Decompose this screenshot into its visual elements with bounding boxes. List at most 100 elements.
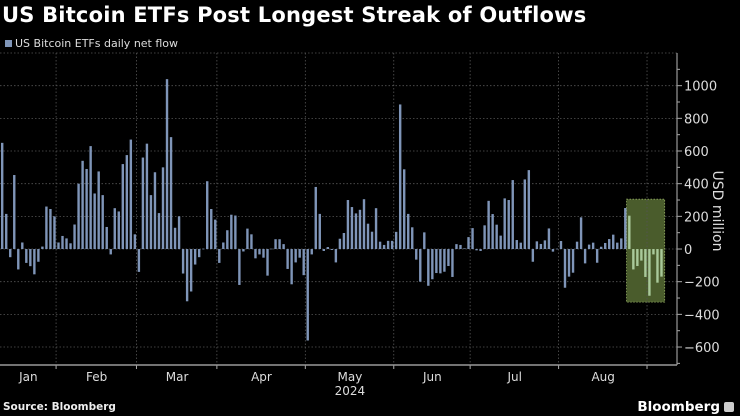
bar (652, 249, 655, 255)
bar (415, 249, 418, 260)
bar (61, 235, 64, 250)
bar (25, 249, 28, 263)
bar (274, 239, 277, 250)
bar (338, 238, 342, 250)
bar (266, 249, 269, 276)
bar (322, 249, 325, 251)
bar (543, 240, 547, 250)
bar (69, 243, 72, 250)
bar (5, 213, 8, 250)
bar (531, 249, 535, 262)
legend-label: US Bitcoin ETFs daily net flow (15, 37, 179, 50)
chart-title: US Bitcoin ETFs Post Longest Streak of O… (2, 3, 587, 27)
bar (149, 195, 153, 250)
bar (370, 231, 374, 250)
bar (407, 213, 410, 250)
y-tick-label: 1000 (684, 80, 717, 95)
bar (45, 206, 48, 250)
bar (382, 244, 386, 250)
bar (117, 211, 120, 250)
bar (9, 249, 12, 258)
bar (567, 249, 571, 277)
x-tick-label: Aug (591, 370, 614, 384)
bloomberg-logo: Bloomberg (637, 399, 734, 415)
x-tick-label: Feb (86, 370, 107, 384)
bar (595, 249, 599, 263)
bar (13, 175, 16, 250)
bar (471, 228, 474, 250)
bar (467, 237, 470, 250)
bar (648, 249, 651, 296)
bar (451, 249, 454, 277)
bar (519, 242, 522, 250)
bar (640, 249, 643, 261)
y-axis-label: USD million (709, 171, 725, 252)
bar (270, 248, 273, 250)
bar (141, 157, 145, 250)
bar (499, 235, 502, 250)
bar (354, 213, 358, 250)
bar (77, 183, 80, 250)
bar (334, 249, 338, 263)
bar (218, 249, 221, 263)
bar (206, 181, 209, 250)
source-note: Source: Bloomberg (3, 401, 116, 413)
bar (455, 244, 458, 250)
bar (563, 249, 567, 288)
x-tick-label: May (338, 370, 363, 384)
bar (447, 249, 450, 267)
bar (294, 249, 297, 263)
legend: US Bitcoin ETFs daily net flow (5, 37, 178, 50)
x-tick-label: Jul (507, 370, 522, 384)
bar (628, 215, 631, 250)
bar (547, 228, 551, 250)
bar (161, 167, 165, 250)
bar (57, 242, 60, 250)
bar (246, 228, 249, 250)
bar (515, 240, 518, 250)
bar (559, 241, 563, 250)
bar (575, 241, 579, 250)
bar (511, 180, 514, 250)
bar (157, 213, 161, 250)
bar (133, 234, 137, 250)
bar (318, 213, 321, 250)
bar (599, 246, 603, 250)
bar (121, 164, 124, 250)
bar (487, 200, 490, 250)
legend-swatch (5, 40, 12, 47)
bar (137, 249, 141, 272)
bar (612, 234, 615, 250)
bar (394, 231, 398, 250)
bar (591, 242, 595, 250)
bar (483, 225, 486, 250)
bar (145, 143, 149, 250)
bar (435, 249, 438, 274)
bar (242, 249, 245, 252)
bar (165, 79, 169, 250)
bar (298, 249, 301, 258)
bar (423, 232, 426, 250)
bar (129, 139, 133, 250)
bar (350, 207, 354, 250)
y-tick-label: 400 (684, 178, 709, 193)
bar (398, 104, 402, 250)
bar (181, 249, 185, 274)
bar (358, 209, 362, 250)
bar (378, 241, 382, 250)
bar (85, 168, 88, 250)
x-tick-label: Jan (18, 370, 38, 384)
bar (193, 249, 197, 265)
bar (310, 249, 313, 255)
bar (366, 223, 370, 250)
bar (419, 249, 422, 282)
bar (177, 216, 181, 250)
bar (197, 249, 201, 258)
y-tick-label: 800 (684, 112, 709, 127)
bar (49, 209, 52, 250)
bar (507, 200, 510, 250)
bar (523, 179, 526, 250)
bar (503, 198, 506, 250)
bar (53, 216, 56, 250)
